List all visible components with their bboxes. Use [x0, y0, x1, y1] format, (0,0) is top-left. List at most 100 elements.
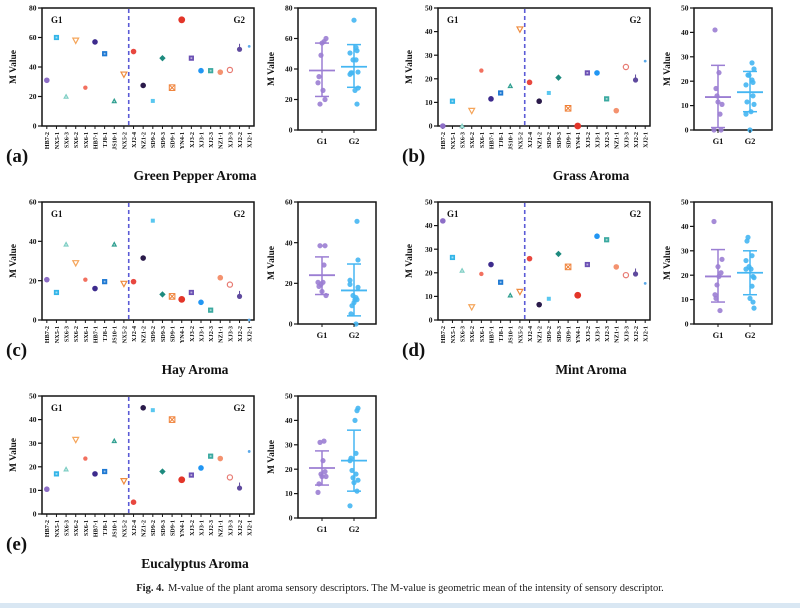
panel-mint: 0 10 20 30 40 50 M Value HB7-2 NX5-1 SX6-3 SX6-2 SX… — [402, 196, 792, 388]
panel-title: Grass Aroma — [552, 168, 630, 183]
panel-grass: 0 10 20 30 40 50 M Value HB7-2 NX5-1 SX6-3 SX6-2 SX… — [402, 2, 792, 194]
svg-text:80: 80 — [285, 4, 293, 13]
svg-text:NZ1-1: NZ1-1 — [218, 520, 225, 537]
charts-row: 0 10 20 30 40 50 M Value HB7-2 NX5-1 SX6-3 SX6-2 SX… — [402, 196, 792, 362]
svg-text:XJ2-1: XJ2-1 — [247, 326, 254, 342]
panel-letter: (c) — [6, 340, 28, 361]
svg-text:0: 0 — [33, 122, 37, 131]
svg-text:SX6-3: SX6-3 — [63, 132, 70, 148]
svg-text:SD9-2: SD9-2 — [150, 520, 157, 536]
svg-text:HB7-2: HB7-2 — [440, 326, 447, 343]
group-label-g2: G2 — [629, 209, 641, 219]
svg-text:0: 0 — [33, 316, 37, 325]
svg-text:XJ2-4: XJ2-4 — [131, 520, 138, 536]
panel-letter: (a) — [6, 146, 29, 167]
mean-error-bar — [309, 256, 335, 296]
svg-text:HB7-1: HB7-1 — [488, 132, 495, 149]
y-axis: 0 20 40 60 80 — [285, 4, 298, 135]
svg-text:XJ3-1: XJ3-1 — [198, 132, 205, 148]
side-x-label: G2 — [349, 524, 360, 534]
mean-error-bar — [341, 263, 367, 317]
svg-text:SX6-3: SX6-3 — [63, 520, 70, 536]
svg-text:SX6-3: SX6-3 — [459, 132, 466, 148]
svg-text:20: 20 — [285, 95, 293, 104]
svg-text:JS10-1: JS10-1 — [112, 520, 119, 538]
svg-text:XJ3-2: XJ3-2 — [189, 326, 196, 342]
group-label-g2: G2 — [233, 209, 245, 219]
svg-text:40: 40 — [285, 416, 293, 425]
svg-text:YN4-1: YN4-1 — [179, 326, 186, 343]
svg-text:TJ8-1: TJ8-1 — [102, 326, 109, 341]
charts-row: 0 10 20 30 40 50 M Value HB7-2 NX5-1 SX6-3 SX6-2 SX… — [6, 390, 396, 556]
svg-text:HB7-1: HB7-1 — [488, 326, 495, 343]
svg-text:20: 20 — [681, 77, 689, 86]
svg-text:NX5-1: NX5-1 — [450, 326, 457, 343]
svg-text:40: 40 — [29, 415, 37, 424]
svg-text:SX6-2: SX6-2 — [73, 520, 80, 536]
svg-text:JS10-1: JS10-1 — [112, 132, 119, 150]
svg-text:XJ2-2: XJ2-2 — [633, 132, 640, 148]
svg-text:SD9-1: SD9-1 — [169, 520, 176, 536]
y-axis-title: M Value — [9, 438, 19, 472]
y-axis: 0 10 20 30 40 50 — [425, 198, 438, 325]
y-axis: 0 20 40 60 — [29, 198, 42, 325]
svg-text:40: 40 — [681, 222, 689, 231]
svg-text:TJ8-1: TJ8-1 — [102, 520, 109, 535]
y-axis-title: M Value — [663, 246, 673, 280]
svg-text:20: 20 — [425, 74, 433, 83]
group-label-g2: G2 — [233, 15, 245, 25]
svg-text:NZ1-1: NZ1-1 — [614, 326, 621, 343]
svg-text:XJ2-2: XJ2-2 — [633, 326, 640, 342]
svg-text:SX6-1: SX6-1 — [83, 326, 90, 342]
svg-text:40: 40 — [425, 221, 433, 230]
mean-error-bar — [737, 70, 763, 113]
svg-text:SX6-2: SX6-2 — [73, 132, 80, 148]
svg-text:XJ2-4: XJ2-4 — [527, 326, 534, 342]
svg-text:20: 20 — [285, 465, 293, 474]
caption-label: Fig. 4. — [136, 583, 164, 594]
side-x-label: G1 — [713, 330, 724, 340]
svg-text:10: 10 — [425, 98, 433, 107]
svg-text:XJ3-1: XJ3-1 — [594, 326, 601, 342]
caption-text: M-value of the plant aroma sensory descr… — [167, 583, 664, 594]
y-axis-title: M Value — [405, 244, 415, 278]
svg-text:10: 10 — [425, 292, 433, 301]
svg-text:SD9-3: SD9-3 — [556, 132, 563, 148]
svg-text:SX6-2: SX6-2 — [73, 326, 80, 342]
group-label-g1: G1 — [51, 403, 63, 413]
svg-text:XJ3-3: XJ3-3 — [623, 326, 630, 342]
y-axis: 0 20 40 60 — [285, 198, 298, 329]
svg-text:0: 0 — [33, 510, 37, 519]
plot-box — [693, 7, 773, 131]
svg-text:XJ2-2: XJ2-2 — [237, 520, 244, 536]
svg-text:TJ8-1: TJ8-1 — [102, 132, 109, 147]
svg-text:20: 20 — [29, 92, 37, 101]
y-axis: 0 20 40 60 80 — [29, 4, 42, 131]
data-points — [440, 218, 647, 312]
svg-text:10: 10 — [285, 489, 293, 498]
plot-box — [437, 7, 651, 127]
group-points — [315, 218, 361, 327]
svg-text:SD9-1: SD9-1 — [169, 132, 176, 148]
svg-text:50: 50 — [681, 4, 689, 13]
plot-box — [437, 201, 651, 321]
side-x-label: G1 — [317, 330, 328, 340]
svg-text:XJ3-2: XJ3-2 — [189, 520, 196, 536]
svg-text:0: 0 — [685, 320, 689, 329]
svg-text:HB7-1: HB7-1 — [92, 326, 99, 343]
panel-title: Eucalyptus Aroma — [141, 556, 249, 571]
side-x-label: G1 — [713, 136, 724, 146]
svg-text:NZ1-1: NZ1-1 — [614, 132, 621, 149]
svg-text:SD9-3: SD9-3 — [556, 326, 563, 342]
charts-row: 0 10 20 30 40 50 M Value HB7-2 NX5-1 SX6-3 SX6-2 SX… — [402, 2, 792, 168]
svg-text:XJ2-3: XJ2-3 — [208, 132, 215, 148]
plot-box — [693, 201, 773, 325]
svg-text:XJ2-1: XJ2-1 — [643, 326, 650, 342]
svg-text:HB7-2: HB7-2 — [440, 132, 447, 149]
svg-text:SD9-2: SD9-2 — [546, 326, 553, 342]
data-points — [44, 16, 251, 104]
svg-text:50: 50 — [681, 198, 689, 207]
group-points — [315, 17, 361, 107]
mean-error-bar — [341, 43, 367, 89]
side-x-label: G2 — [349, 136, 360, 146]
